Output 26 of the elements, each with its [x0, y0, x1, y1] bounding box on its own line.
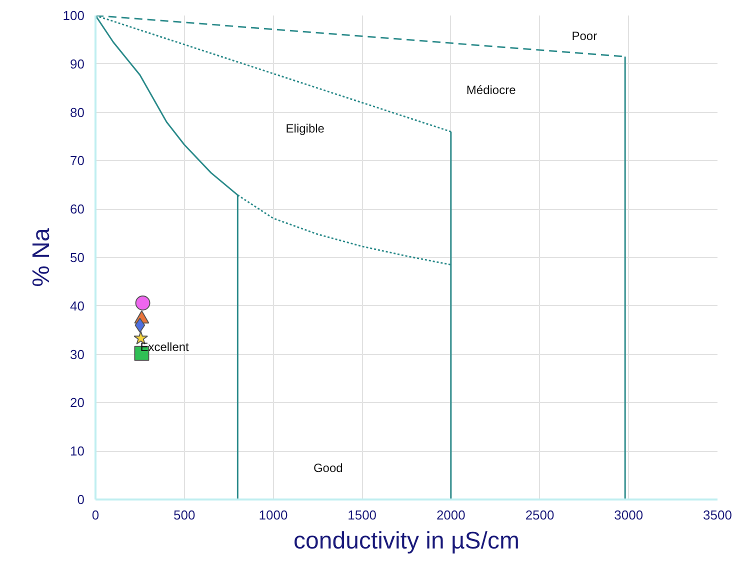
- annotation: Excellent: [140, 340, 190, 354]
- annotation: Médiocre: [466, 83, 516, 98]
- y-tick-label: 40: [70, 298, 85, 314]
- x-tick-label: 1000: [258, 508, 288, 522]
- x-tick-label: 500: [174, 508, 196, 522]
- y-axis-title: % Na: [28, 228, 55, 287]
- y-tick-label: 100: [62, 8, 85, 23]
- x-tick-label: 3500: [703, 508, 732, 522]
- y-tick-label: 60: [70, 202, 85, 217]
- x-tick-label: 0: [92, 508, 100, 522]
- y-tick-label: 20: [70, 395, 85, 410]
- y-tick-label: 80: [70, 104, 85, 120]
- y-tick-label: 0: [77, 492, 85, 507]
- x-tick-label: 3000: [614, 508, 644, 522]
- annotation: Good: [313, 461, 343, 476]
- x-tick-label: 1500: [348, 508, 377, 522]
- x-axis-title: conductivity in µS/cm: [294, 528, 520, 554]
- x-tick-label: 2000: [436, 508, 466, 522]
- y-tick-label: 30: [70, 346, 85, 362]
- y-tick-label: 10: [70, 444, 85, 459]
- y-tick-label: 50: [70, 250, 85, 265]
- y-tick-label: 90: [70, 56, 85, 72]
- annotation: Poor: [572, 28, 598, 43]
- x-tick-label: 2500: [525, 508, 554, 522]
- y-tick-label: 70: [70, 153, 85, 168]
- annotation: Eligible: [286, 121, 325, 136]
